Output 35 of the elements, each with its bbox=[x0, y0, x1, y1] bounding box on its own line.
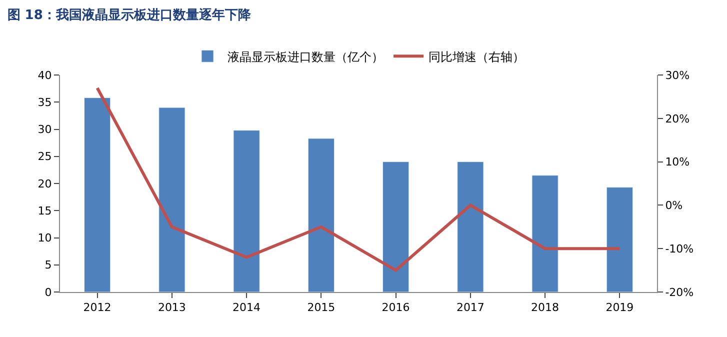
y-tick-label: 25 bbox=[38, 150, 52, 164]
legend-label: 同比增速（右轴） bbox=[428, 50, 524, 64]
y2-tick-label: -10% bbox=[665, 242, 694, 256]
chart-title: 图 18：我国液晶显示板进口数量逐年下降 bbox=[7, 7, 252, 24]
bar bbox=[158, 107, 186, 292]
y2-tick-label: 0% bbox=[665, 199, 683, 212]
bar bbox=[457, 162, 484, 292]
bar bbox=[84, 98, 111, 292]
bar bbox=[233, 130, 260, 292]
y2-tick-label: 10% bbox=[665, 156, 690, 169]
y-tick-label: 20 bbox=[38, 177, 52, 190]
bar bbox=[606, 187, 633, 292]
x-tick-label: 2015 bbox=[307, 301, 336, 314]
line-series bbox=[96, 86, 622, 272]
bar bbox=[308, 138, 334, 292]
y-tick-label: 0 bbox=[44, 286, 52, 299]
bar bbox=[532, 175, 558, 292]
x-tick-label: 2013 bbox=[158, 301, 186, 314]
x-tick-label: 2017 bbox=[456, 301, 484, 314]
y-tick-label: 40 bbox=[38, 68, 52, 82]
bar bbox=[382, 162, 410, 292]
y-tick-label: 10 bbox=[38, 232, 52, 245]
y2-tick-label: -20% bbox=[665, 286, 694, 299]
y2-tick-label: 30% bbox=[665, 68, 690, 82]
y-tick-label: 15 bbox=[38, 204, 52, 218]
y-tick-label: 30 bbox=[38, 123, 52, 136]
y-tick-label: 35 bbox=[38, 96, 52, 109]
x-tick-label: 2012 bbox=[83, 301, 112, 314]
x-tick-label: 2014 bbox=[232, 301, 261, 314]
x-tick-label: 2018 bbox=[531, 301, 560, 314]
x-tick-label: 2016 bbox=[382, 301, 410, 314]
y-tick-label: 5 bbox=[44, 258, 52, 272]
y2-tick-label: 20% bbox=[665, 112, 690, 126]
x-tick-label: 2019 bbox=[606, 301, 634, 314]
legend-label: 液晶显示板进口数量（亿个） bbox=[228, 50, 384, 64]
